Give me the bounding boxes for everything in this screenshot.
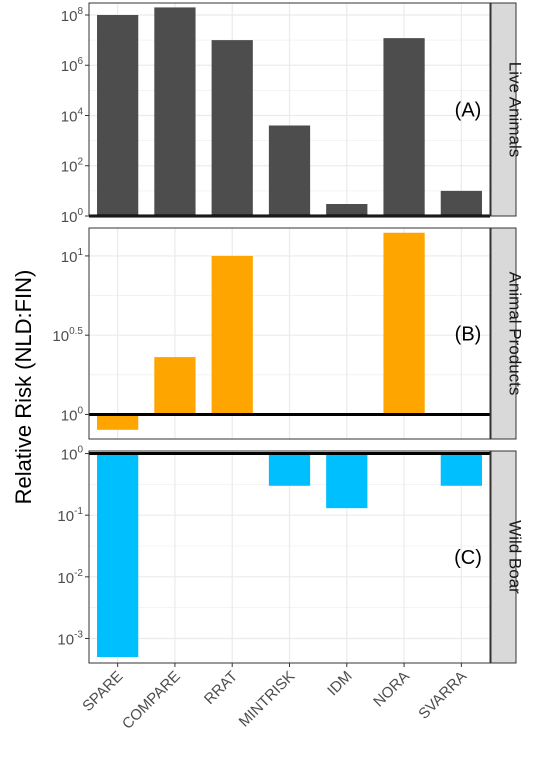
y-tick-label: 10-1 xyxy=(57,506,83,525)
y-tick-label: 100.5 xyxy=(52,326,83,345)
strip-label: Live Animals xyxy=(506,62,525,157)
panel-3: 100 10-1 10-2 10-3 (C) Wild Boar xyxy=(57,445,525,664)
y-tick-label: 100 xyxy=(61,405,84,424)
y-tick-label: 10-3 xyxy=(57,629,83,648)
bar-svarra xyxy=(440,190,482,216)
y-tick-label: 100 xyxy=(61,445,84,464)
panel-border xyxy=(88,2,491,217)
x-tick-label: NORA xyxy=(370,668,413,711)
y-tick-label: 101 xyxy=(61,247,84,266)
bar-svarra xyxy=(440,453,482,486)
x-tick-label: MINTRISK xyxy=(236,668,299,731)
x-tick-label: SPARE xyxy=(79,668,126,715)
bar-nora xyxy=(383,38,425,216)
bar-mintrisk xyxy=(268,453,311,486)
strip-background xyxy=(490,2,517,217)
x-tick-label: COMPARE xyxy=(119,668,184,733)
panel-border xyxy=(88,227,491,440)
x-tick-label: SVARRA xyxy=(415,668,470,723)
panel-label: (A) xyxy=(455,100,482,122)
y-axis-label: Relative Risk (NLD:FIN) xyxy=(11,270,36,505)
panel-label: (C) xyxy=(454,547,482,569)
y-tick-label: 104 xyxy=(61,106,84,125)
strip-label: Animal Products xyxy=(506,272,525,396)
strip-label: Wild Boar xyxy=(506,520,525,594)
x-tick-label: RRAT xyxy=(201,668,241,708)
bar-spare xyxy=(97,453,139,658)
bar-spare xyxy=(97,414,139,430)
bar-idm xyxy=(326,453,368,509)
y-tick-label: 108 xyxy=(61,6,84,25)
y-tick-label: 102 xyxy=(61,157,84,176)
x-tick-label: IDM xyxy=(324,668,355,699)
bar-rrat xyxy=(211,255,253,415)
panel-1: 100 102 104 106 108 (A) Live Animals xyxy=(61,2,525,226)
panel-label: (B) xyxy=(455,324,482,346)
bar-spare xyxy=(97,14,139,216)
bar-mintrisk xyxy=(268,125,311,216)
bar-idm xyxy=(326,204,368,216)
bar-nora xyxy=(383,232,425,415)
strip-background xyxy=(490,227,517,440)
panel-2: 100 100.5 101 (B) Animal Products xyxy=(52,227,525,440)
bar-rrat xyxy=(211,40,253,216)
strip-background xyxy=(490,450,517,664)
bar-compare xyxy=(154,357,196,415)
y-tick-label: 106 xyxy=(61,56,84,75)
bar-compare xyxy=(154,7,196,217)
y-tick-label: 10-2 xyxy=(57,568,83,587)
y-tick-label: 100 xyxy=(61,207,84,226)
